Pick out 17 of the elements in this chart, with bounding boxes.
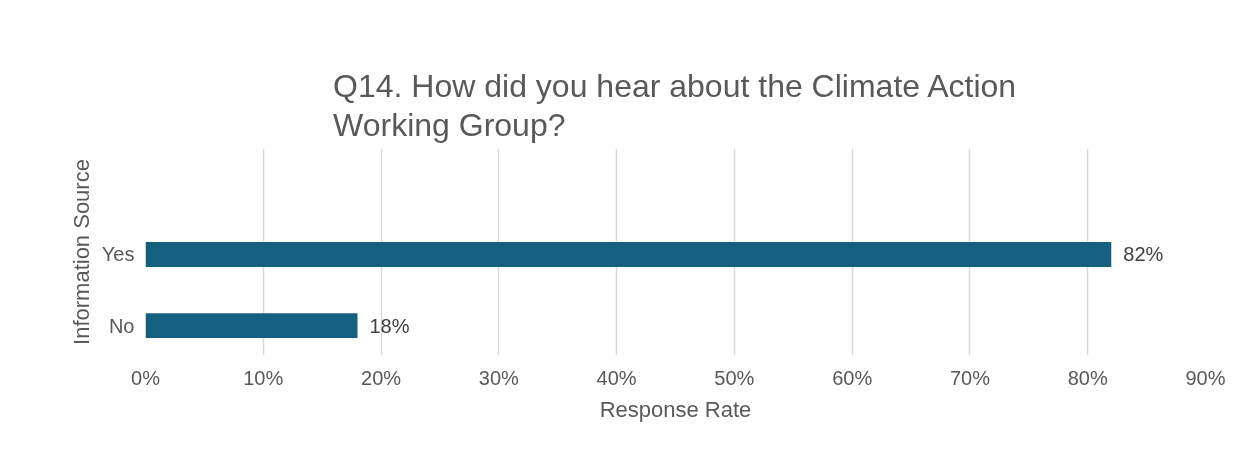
x-tick-label: 40% <box>596 366 637 389</box>
x-tick-label: 0% <box>131 366 161 389</box>
y-tick-label: No <box>108 314 135 337</box>
x-tick-label: 60% <box>832 366 873 389</box>
x-tick-label: 20% <box>361 366 402 389</box>
x-axis-title: Response Rate <box>599 396 752 422</box>
x-tick-label: 80% <box>1067 366 1108 389</box>
chart-title: Q14. How did you hear about the Climate Action Working Group? <box>333 67 1017 144</box>
x-tick-label: 70% <box>949 366 991 389</box>
x-tick-label: 30% <box>478 366 520 389</box>
x-tick-label: 10% <box>243 366 284 389</box>
data-label: 82% <box>1123 243 1164 266</box>
y-axis-title: Information Source <box>68 159 94 345</box>
x-tick-label: 50% <box>714 366 755 389</box>
x-tick-label: 90% <box>1185 366 1226 389</box>
data-label: 18% <box>369 314 410 337</box>
y-tick-label: Yes <box>101 243 135 266</box>
